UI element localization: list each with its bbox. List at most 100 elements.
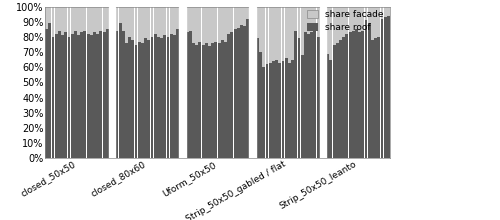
Bar (230, 7, 234, 158)
Bar (294, 31, 297, 158)
Bar (102, 7, 106, 158)
Bar (48, 23, 51, 158)
Bar (371, 7, 374, 158)
Bar (74, 31, 77, 158)
Bar (221, 40, 224, 158)
Bar (374, 38, 377, 158)
Bar (227, 7, 230, 158)
Bar (212, 43, 214, 158)
Bar (157, 7, 160, 158)
Bar (378, 37, 380, 158)
Bar (122, 31, 124, 158)
Bar (269, 7, 272, 158)
Bar (179, 7, 186, 158)
Bar (48, 7, 51, 158)
Bar (64, 7, 67, 158)
Bar (77, 7, 80, 158)
Bar (134, 44, 138, 158)
Bar (352, 7, 354, 158)
Bar (256, 38, 259, 158)
Bar (259, 7, 262, 158)
Bar (362, 7, 364, 158)
Bar (278, 63, 281, 158)
Bar (157, 37, 160, 158)
Bar (243, 7, 246, 158)
Bar (128, 37, 131, 158)
Bar (368, 23, 370, 158)
Bar (262, 67, 266, 158)
Bar (205, 43, 208, 158)
Bar (106, 7, 108, 158)
Bar (214, 7, 218, 158)
Legend: share facade, share roof: share facade, share roof (306, 8, 386, 34)
Bar (80, 7, 83, 158)
Bar (346, 34, 348, 158)
Bar (144, 7, 147, 158)
Bar (326, 7, 329, 158)
Bar (346, 7, 348, 158)
Bar (300, 55, 304, 158)
Bar (141, 43, 144, 158)
Bar (316, 37, 320, 158)
Bar (368, 7, 370, 158)
Bar (380, 19, 384, 158)
Bar (176, 7, 179, 158)
Bar (284, 7, 288, 158)
Bar (52, 37, 54, 158)
Bar (262, 7, 266, 158)
Bar (237, 7, 240, 158)
Bar (364, 7, 368, 158)
Bar (358, 7, 361, 158)
Bar (342, 37, 345, 158)
Bar (218, 7, 220, 158)
Bar (384, 17, 386, 158)
Bar (61, 7, 64, 158)
Bar (106, 29, 108, 158)
Bar (256, 7, 259, 158)
Bar (348, 7, 352, 158)
Bar (355, 7, 358, 158)
Bar (150, 37, 154, 158)
Bar (202, 44, 204, 158)
Bar (125, 43, 128, 158)
Bar (371, 40, 374, 158)
Bar (282, 7, 284, 158)
Bar (54, 34, 58, 158)
Bar (93, 32, 96, 158)
Bar (310, 7, 313, 158)
Bar (122, 7, 124, 158)
Bar (132, 40, 134, 158)
Bar (154, 34, 156, 158)
Bar (100, 7, 102, 158)
Bar (80, 32, 83, 158)
Bar (173, 7, 176, 158)
Bar (266, 64, 268, 158)
Bar (141, 7, 144, 158)
Bar (109, 7, 116, 158)
Bar (250, 7, 256, 158)
Bar (52, 7, 54, 158)
Bar (192, 7, 195, 158)
Bar (387, 16, 390, 158)
Bar (246, 7, 250, 158)
Bar (378, 7, 380, 158)
Bar (284, 58, 288, 158)
Bar (237, 28, 240, 158)
Bar (298, 38, 300, 158)
Bar (196, 44, 198, 158)
Bar (336, 7, 338, 158)
Bar (58, 31, 61, 158)
Bar (288, 7, 291, 158)
Bar (304, 7, 307, 158)
Bar (300, 7, 304, 158)
Bar (224, 7, 227, 158)
Bar (70, 34, 74, 158)
Bar (102, 32, 106, 158)
Bar (96, 34, 99, 158)
Bar (189, 31, 192, 158)
Bar (205, 7, 208, 158)
Bar (86, 7, 90, 158)
Bar (246, 19, 250, 158)
Bar (291, 7, 294, 158)
Bar (164, 7, 166, 158)
